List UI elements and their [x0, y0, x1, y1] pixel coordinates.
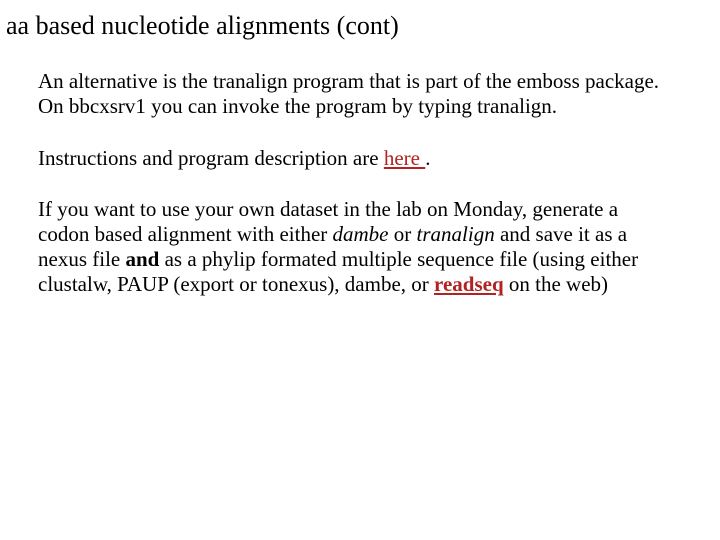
bold-and: and	[125, 247, 159, 271]
text: on the web)	[504, 272, 608, 296]
paragraph-3: If you want to use your own dataset in t…	[38, 197, 662, 298]
paragraph-2: Instructions and program description are…	[38, 146, 662, 171]
text: or	[389, 222, 417, 246]
slide-title: aa based nucleotide alignments (cont)	[6, 10, 702, 41]
text: Instructions and program description are	[38, 146, 384, 170]
readseq-link[interactable]: readseq	[434, 272, 504, 296]
text: An alternative is the tranalign program …	[38, 69, 659, 118]
slide-body: An alternative is the tranalign program …	[38, 69, 662, 297]
paragraph-1: An alternative is the tranalign program …	[38, 69, 662, 119]
italic-tranalign: tranalign	[417, 222, 495, 246]
slide: aa based nucleotide alignments (cont) An…	[0, 0, 720, 342]
here-link[interactable]: here	[384, 146, 425, 170]
text: .	[425, 146, 430, 170]
italic-dambe: dambe	[333, 222, 389, 246]
